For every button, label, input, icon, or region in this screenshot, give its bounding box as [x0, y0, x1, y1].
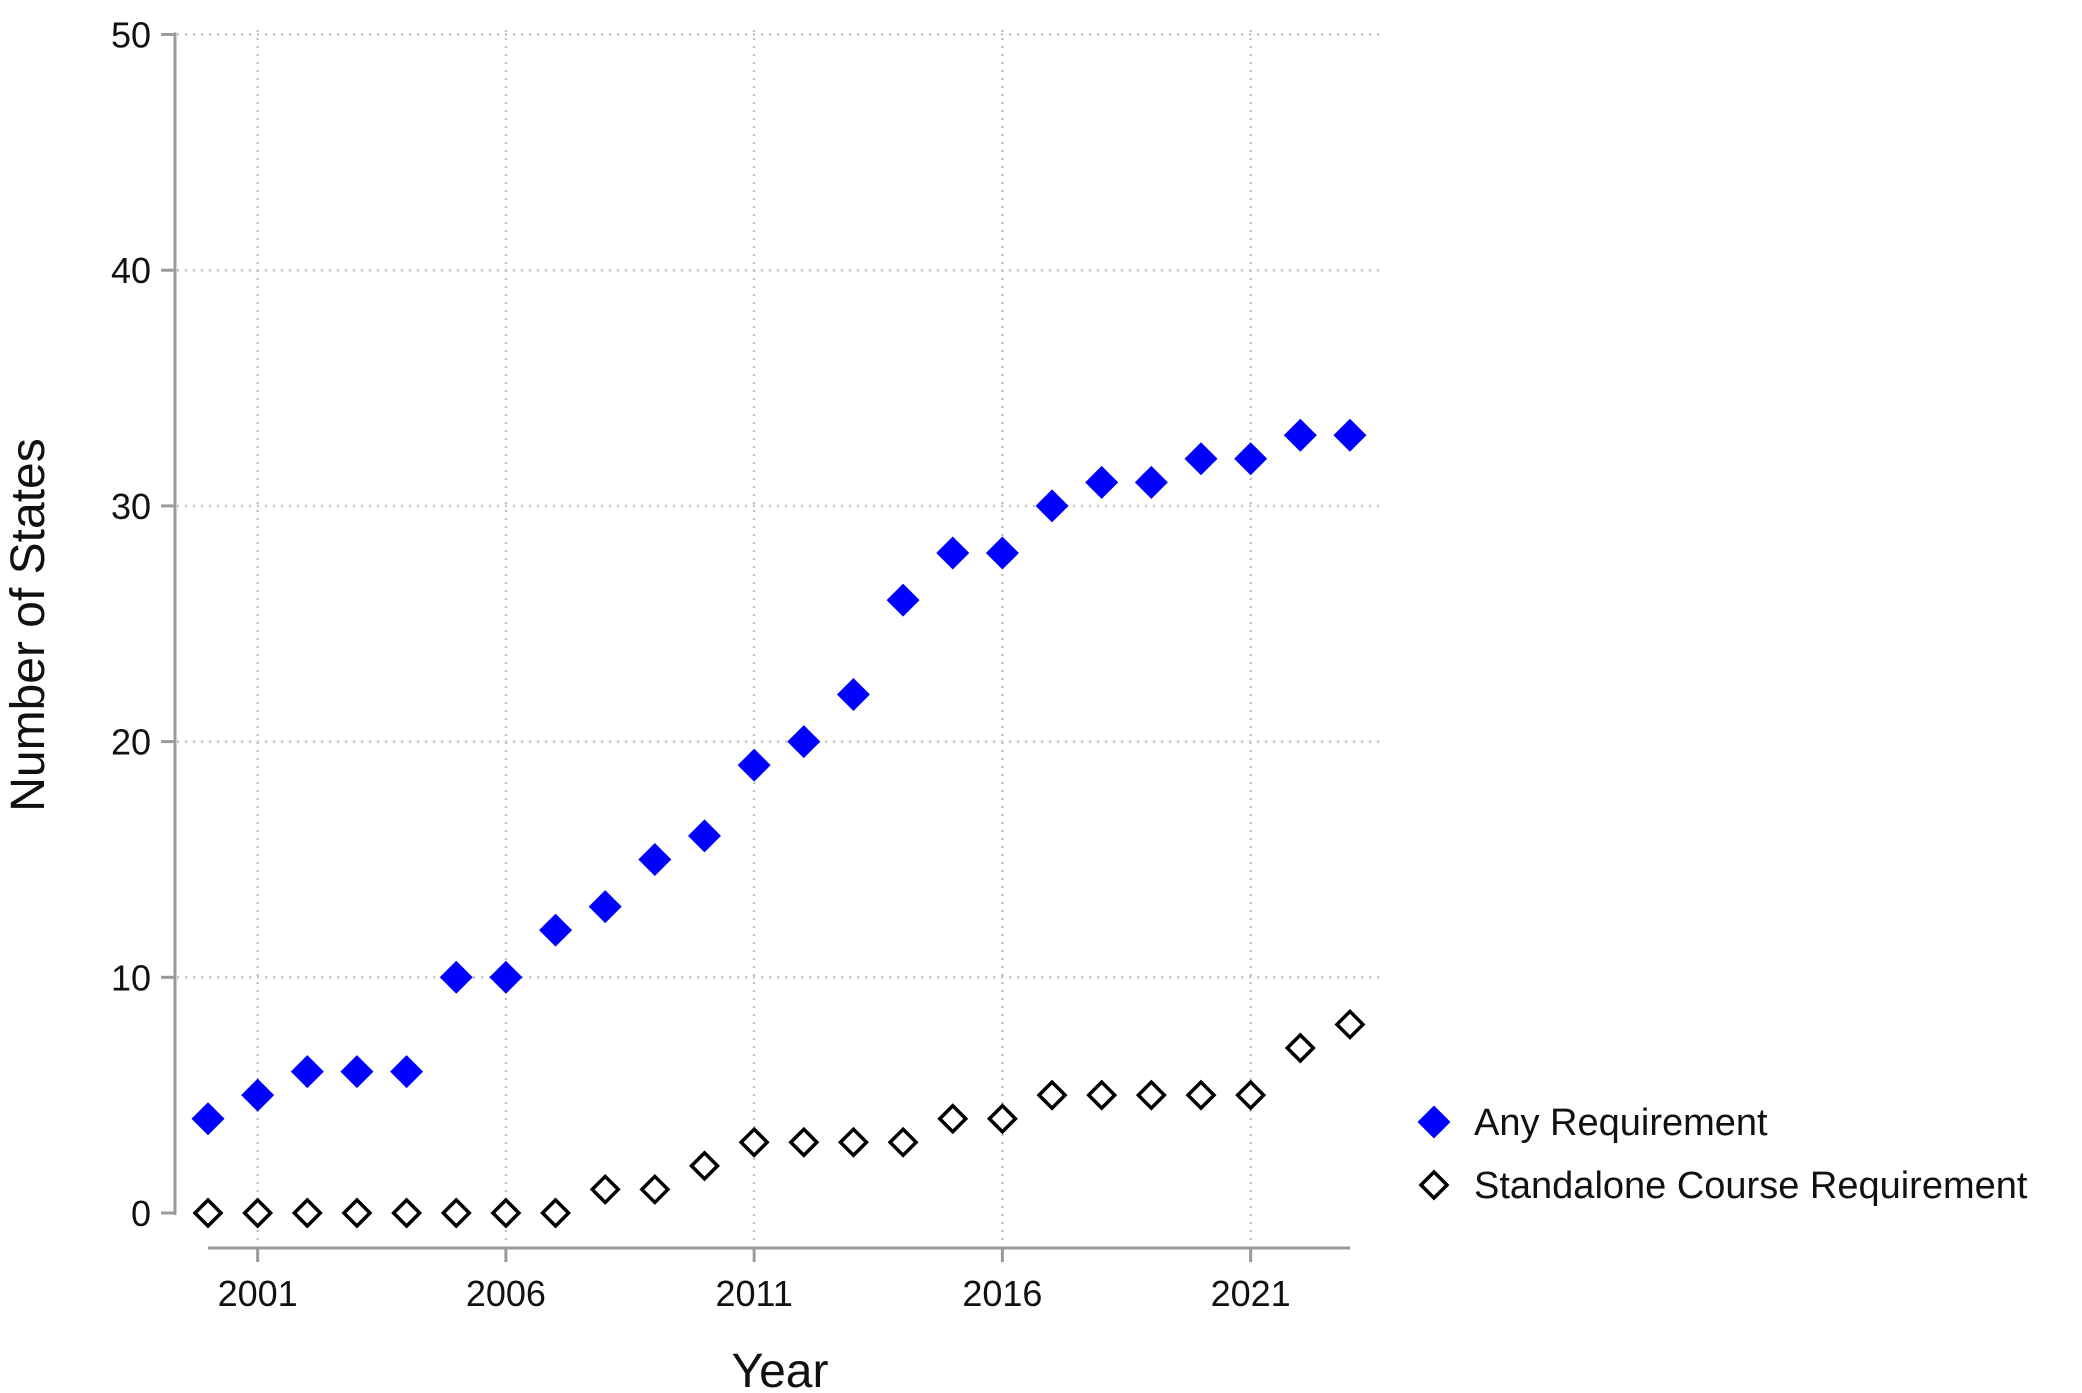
legend-label: Standalone Course Requirement	[1474, 1165, 2028, 1207]
standalone-course-point	[440, 1197, 472, 1229]
any-requirement-point	[191, 1102, 225, 1136]
any-requirement-point	[439, 960, 473, 994]
x-tick-label: 2006	[466, 1273, 546, 1314]
any-requirement-point	[539, 913, 573, 947]
standalone-course-point	[341, 1197, 373, 1229]
standalone-course-point	[391, 1197, 423, 1229]
any-requirement-point	[1134, 465, 1168, 499]
standalone-course-point	[1135, 1079, 1167, 1111]
standalone-course-point	[689, 1150, 720, 1182]
legend-item-standalone-course: Standalone Course Requirement	[1418, 1165, 2028, 1207]
legend: Any Requirement Standalone Course Require…	[1417, 1102, 2028, 1207]
y-tick-label: 40	[111, 250, 151, 291]
standalone-course-point	[540, 1197, 572, 1229]
axes	[173, 32, 1350, 1250]
standalone-course-point	[490, 1197, 522, 1229]
any-requirement-point	[290, 1055, 324, 1089]
any-requirement-series	[191, 418, 1367, 1136]
any-requirement-point	[1035, 489, 1069, 523]
standalone-course-series	[192, 1008, 1366, 1229]
x-tick-label: 2011	[715, 1273, 792, 1314]
standalone-course-point	[788, 1126, 820, 1158]
standalone-course-point	[589, 1173, 621, 1205]
any-requirement-point	[1085, 465, 1119, 499]
standalone-course-point	[887, 1126, 919, 1158]
standalone-course-point	[291, 1197, 323, 1229]
gridlines	[177, 30, 1383, 1246]
any-requirement-point	[737, 748, 771, 782]
any-requirement-point	[489, 960, 523, 994]
y-axis-ticks: 0 10 20 30 40 50	[111, 15, 175, 1234]
x-tick-label: 2001	[218, 1273, 298, 1314]
y-tick-label: 0	[131, 1193, 151, 1234]
any-requirement-point	[588, 890, 622, 924]
any-requirement-point	[787, 725, 821, 759]
standalone-course-point	[1235, 1079, 1267, 1111]
any-requirement-point	[390, 1055, 424, 1089]
x-axis-ticks: 2001 2006 2011 2016 2021	[218, 1248, 1291, 1314]
any-requirement-point	[1184, 442, 1218, 476]
legend-hollow-diamond-icon	[1418, 1169, 1450, 1201]
standalone-course-point	[1185, 1079, 1217, 1111]
any-requirement-point	[688, 819, 721, 853]
y-tick-label: 10	[111, 957, 151, 998]
any-requirement-point	[1234, 442, 1268, 476]
standalone-course-point	[192, 1197, 224, 1229]
y-tick-label: 20	[111, 722, 151, 763]
any-requirement-point	[985, 536, 1019, 570]
legend-item-any-requirement: Any Requirement	[1417, 1102, 1768, 1144]
any-requirement-point	[638, 842, 672, 876]
legend-label: Any Requirement	[1474, 1102, 1768, 1144]
any-requirement-point	[936, 536, 970, 570]
legend-filled-diamond-icon	[1417, 1105, 1451, 1139]
any-requirement-point	[340, 1055, 374, 1089]
standalone-course-point	[1086, 1079, 1118, 1111]
standalone-course-point	[1284, 1032, 1316, 1064]
any-requirement-point	[836, 677, 870, 711]
standalone-course-point	[1334, 1008, 1366, 1040]
standalone-course-point	[937, 1103, 969, 1135]
data-points	[191, 418, 1367, 1229]
y-tick-label: 50	[111, 15, 151, 56]
x-axis-title: Year	[732, 1345, 829, 1393]
standalone-course-point	[837, 1126, 869, 1158]
y-axis-title: Number of States	[2, 438, 55, 812]
any-requirement-point	[1283, 418, 1317, 452]
standalone-course-point	[1036, 1079, 1068, 1111]
standalone-course-point	[639, 1173, 671, 1205]
any-requirement-point	[241, 1078, 275, 1112]
any-requirement-point	[1333, 418, 1367, 452]
standalone-course-point	[986, 1103, 1018, 1135]
standalone-course-point	[242, 1197, 274, 1229]
y-tick-label: 30	[111, 486, 151, 527]
x-tick-label: 2021	[1211, 1273, 1291, 1314]
standalone-course-point	[738, 1126, 770, 1158]
any-requirement-point	[886, 583, 920, 617]
x-tick-label: 2016	[962, 1273, 1042, 1314]
